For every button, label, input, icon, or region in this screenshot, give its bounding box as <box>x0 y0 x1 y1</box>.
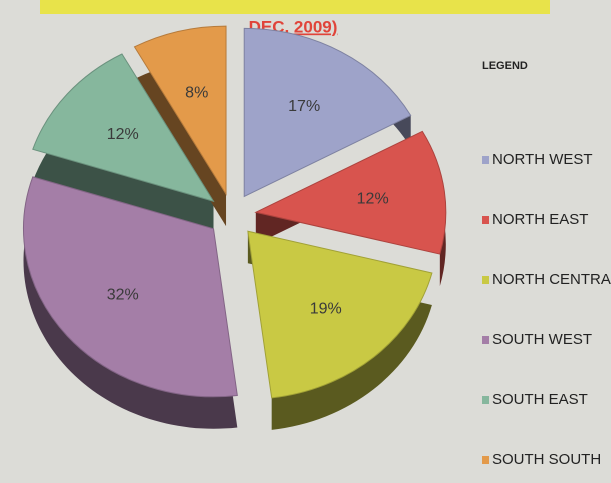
slice <box>254 130 447 255</box>
slice-side <box>134 26 227 227</box>
slice-label: 17% <box>288 98 320 115</box>
slice-side <box>23 176 238 429</box>
slice-label: 19% <box>310 301 342 318</box>
legend-label: NORTH WEST <box>492 151 593 168</box>
legend-title: LEGEND <box>482 60 528 72</box>
slice-label: 32% <box>107 286 139 303</box>
slice <box>32 53 215 203</box>
slice <box>23 176 238 398</box>
slice <box>243 27 412 198</box>
legend-label: NORTH EAST <box>492 211 588 228</box>
legend-label: SOUTH SOUTH <box>492 451 601 468</box>
legend-swatch <box>482 156 489 164</box>
legend-swatch <box>482 216 489 224</box>
legend-swatch <box>482 456 489 464</box>
legend-swatch <box>482 276 489 284</box>
legend-label: SOUTH WEST <box>492 331 592 348</box>
legend-label: NORTH CENTRAL <box>492 271 611 288</box>
slice <box>133 25 227 196</box>
title-banner <box>40 0 550 14</box>
legend-swatch <box>482 336 489 344</box>
legend-label: SOUTH EAST <box>492 391 588 408</box>
slice-label: 12% <box>357 190 389 207</box>
slice-label: 12% <box>107 126 139 143</box>
slice <box>247 230 433 399</box>
legend-swatch <box>482 396 489 404</box>
slice-label: 8% <box>185 84 208 101</box>
